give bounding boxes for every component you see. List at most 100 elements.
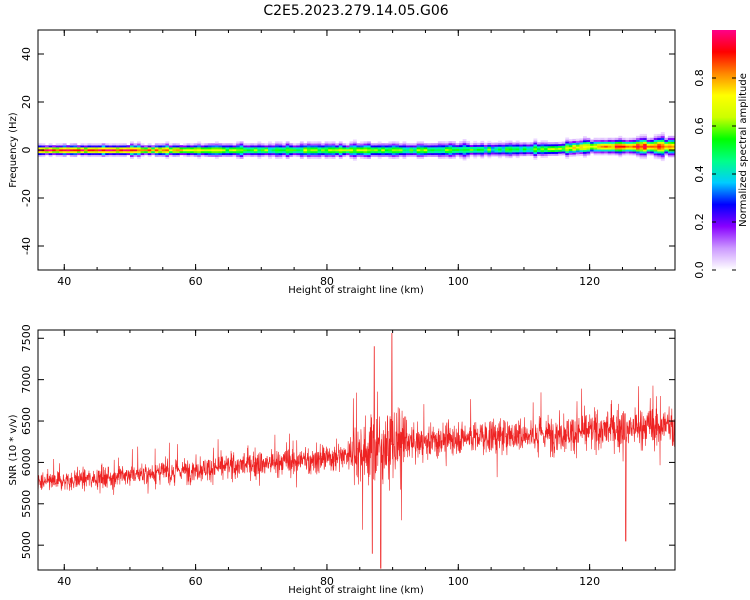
heat-cell (232, 150, 237, 154)
y-tick-label: 40 (20, 47, 33, 61)
heat-cell (498, 150, 502, 153)
heat-cell (179, 149, 184, 152)
heat-cell (197, 147, 202, 150)
heat-cell (437, 146, 442, 150)
heat-cell (600, 151, 605, 154)
heat-cell (335, 147, 340, 150)
heat-cell (314, 141, 318, 144)
heat-cell (391, 147, 396, 150)
heat-cell (667, 151, 672, 154)
heat-cell (278, 141, 283, 144)
heat-cell (317, 145, 322, 148)
heat-cell (306, 147, 311, 150)
heat-cell (646, 143, 651, 146)
heat-cell (246, 149, 251, 152)
heat-cell (59, 149, 64, 152)
heat-cell (448, 152, 453, 155)
heat-cell (441, 154, 446, 157)
heat-cell (565, 141, 570, 144)
heat-cell (508, 144, 513, 147)
heat-cell (643, 141, 647, 144)
heat-cell (568, 148, 573, 151)
heat-cell (59, 154, 64, 158)
heat-cell (264, 150, 269, 154)
heat-cell (430, 147, 435, 150)
spectrogram-cells (38, 132, 675, 162)
heat-cell (501, 146, 506, 149)
heat-cell (260, 152, 265, 156)
heat-cell (558, 143, 563, 146)
heat-cell (409, 154, 414, 158)
heat-cell (306, 156, 311, 159)
heat-cell (398, 143, 403, 146)
heat-cell (200, 145, 205, 148)
heat-cell (653, 139, 658, 142)
heat-cell (377, 156, 382, 159)
heat-cell (108, 147, 113, 150)
heat-cell (172, 149, 177, 152)
heat-cell (119, 152, 124, 156)
heat-cell (137, 147, 141, 150)
heat-cell (597, 151, 601, 154)
heat-cell (183, 154, 187, 158)
heat-cell (158, 149, 163, 152)
heat-cell (547, 142, 552, 145)
heat-cell (653, 135, 658, 139)
heat-cell (239, 147, 244, 150)
heat-cell (48, 145, 53, 148)
heat-cell (335, 150, 340, 154)
heat-cell (544, 140, 548, 143)
heat-cell (324, 156, 329, 159)
heat-cell (214, 152, 219, 156)
heat-cell (130, 149, 134, 152)
heat-cell (321, 147, 325, 150)
heat-cell (367, 141, 371, 144)
heat-cell (207, 147, 212, 150)
heat-cell (310, 145, 315, 148)
heat-cell (310, 150, 315, 154)
heat-cell (130, 150, 134, 154)
heat-cell (122, 147, 127, 150)
heat-cell (490, 144, 495, 147)
x-tick-label: 80 (320, 575, 334, 588)
heat-cell (299, 143, 304, 146)
heat-cell (165, 154, 170, 158)
heat-cell (98, 152, 102, 156)
heat-cell (119, 145, 124, 148)
heat-cell (483, 148, 488, 151)
heat-cell (186, 145, 191, 148)
heat-cell (186, 149, 191, 152)
heat-cell (268, 152, 272, 156)
snr-xlabel: Height of straight line (km) (288, 585, 424, 596)
heat-cell (264, 154, 269, 158)
heat-cell (335, 154, 340, 158)
heat-cell (533, 153, 538, 157)
spectrogram-xlabel: Height of straight line (km) (288, 285, 424, 296)
heat-cell (621, 139, 626, 142)
heat-cell (282, 147, 287, 150)
heat-cell (165, 152, 170, 156)
heat-cell (317, 147, 322, 150)
heat-cell (590, 139, 594, 142)
heat-cell (349, 143, 354, 146)
heat-cell (459, 146, 463, 150)
colorbar-tick-label: 0.6 (693, 117, 706, 135)
heat-cell (292, 150, 297, 154)
heat-cell (561, 145, 566, 148)
heat-cell (161, 143, 166, 146)
heat-cell (285, 150, 290, 154)
heat-cell (264, 145, 269, 148)
heat-cell (540, 149, 545, 153)
heat-cell (508, 146, 513, 149)
heat-cell (285, 149, 290, 152)
heat-cell (214, 149, 219, 152)
heat-cell (621, 151, 626, 154)
heat-cell (331, 143, 336, 146)
heat-cell (94, 154, 99, 158)
heat-cell (324, 149, 329, 152)
heat-cell (657, 149, 662, 152)
heat-cell (508, 140, 513, 143)
heat-cell (582, 155, 587, 158)
heat-cell (427, 149, 432, 152)
heat-cell (76, 149, 81, 152)
